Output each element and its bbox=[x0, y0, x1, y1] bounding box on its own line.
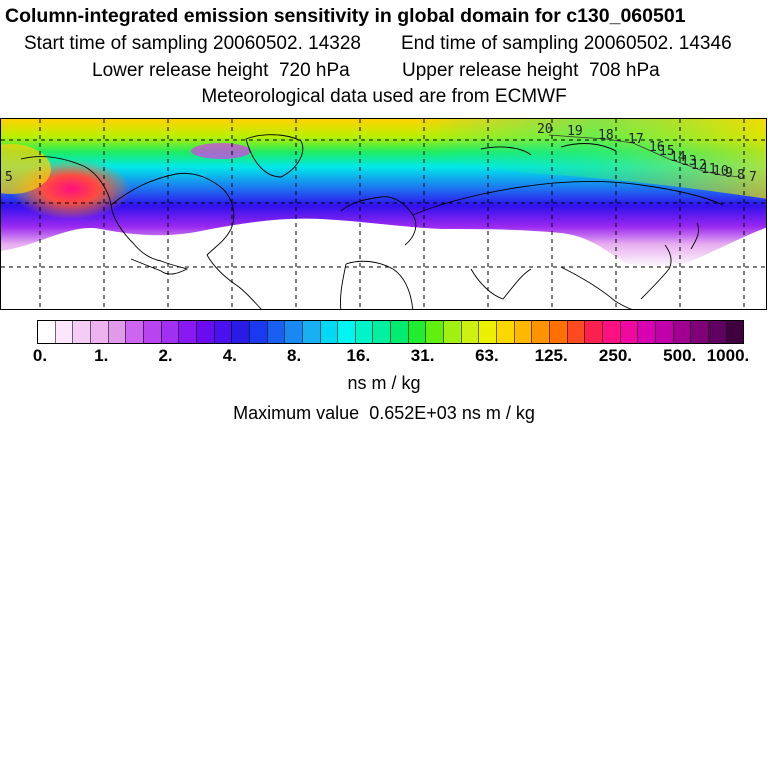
trajectory-label: 16 bbox=[649, 140, 665, 155]
colorbar-segment bbox=[178, 321, 196, 343]
colorbar-segment bbox=[125, 321, 143, 343]
maximum-value-line: Maximum value 0.652E+03 ns m / kg bbox=[0, 403, 768, 424]
colorbar-tick-label: 8. bbox=[286, 346, 302, 365]
colorbar-segment bbox=[89, 321, 108, 343]
colorbar-segment bbox=[38, 321, 55, 343]
colorbar-tick-label: 31. bbox=[410, 346, 435, 365]
colorbar-segment bbox=[354, 321, 373, 343]
end-time-value: 20060502. 14346 bbox=[583, 33, 732, 54]
colorbar-segment bbox=[549, 321, 567, 343]
plot-title: Column-integrated emission sensitivity i… bbox=[5, 5, 686, 27]
colorbar bbox=[37, 320, 744, 344]
colorbar-tick-label: 0. bbox=[32, 346, 48, 365]
colorbar-segment bbox=[248, 321, 267, 343]
colorbar-segment bbox=[160, 321, 179, 343]
met-data-line: Meteorological data used are from ECMWF bbox=[201, 86, 567, 107]
colorbar-segment bbox=[425, 321, 444, 343]
colorbar-segment bbox=[460, 321, 479, 343]
start-time-label: Start time of sampling 20060502. 14328 bbox=[24, 33, 361, 54]
colorbar-segment bbox=[584, 321, 602, 343]
upper-release-label: Upper release height 708 hPa bbox=[402, 60, 660, 81]
sensitivity-arctic-patch bbox=[191, 143, 251, 159]
trajectory-label: 11 bbox=[701, 162, 717, 177]
trajectory-label: 10 bbox=[713, 164, 729, 179]
trajectory-label: 9 bbox=[725, 166, 733, 181]
colorbar-segment bbox=[407, 321, 426, 343]
trajectory-label: 12 bbox=[691, 158, 707, 173]
colorbar-segment bbox=[301, 321, 320, 343]
colorbar-segment bbox=[531, 321, 550, 343]
trajectory-label: 5 bbox=[5, 170, 13, 185]
map-gridlines bbox=[1, 119, 766, 309]
trajectory-label: 8 bbox=[737, 168, 745, 183]
colorbar-tick-label: 2. bbox=[158, 346, 173, 365]
colorbar-segment bbox=[142, 321, 161, 343]
max-value-units: ns m / kg bbox=[461, 403, 535, 423]
colorbar-segment bbox=[672, 321, 691, 343]
colorbar-tick-label: 1. bbox=[94, 346, 109, 365]
colorbar-segment bbox=[602, 321, 620, 343]
max-value: 0.652E+03 bbox=[369, 403, 457, 423]
colorbar-units: ns m / kg bbox=[347, 373, 421, 393]
colorbar-segment bbox=[707, 321, 726, 343]
colorbar-tick-label: 4. bbox=[222, 346, 237, 365]
max-value-label: Maximum value bbox=[233, 403, 360, 423]
trajectory-label: 7 bbox=[749, 170, 757, 185]
lower-release-value: 720 hPa bbox=[278, 60, 350, 81]
colorbar-segment bbox=[266, 321, 285, 343]
colorbar-segment bbox=[213, 321, 232, 343]
colorbar-segment bbox=[319, 321, 338, 343]
coastlines bbox=[20, 134, 724, 309]
end-time-label: End time of sampling 20060502. 14346 bbox=[401, 33, 732, 54]
colorbar-segment bbox=[725, 321, 744, 343]
colorbar-segment bbox=[107, 321, 126, 343]
colorbar-segment bbox=[390, 321, 408, 343]
lower-release-label: Lower release height 720 hPa bbox=[92, 60, 350, 81]
colorbar-segment bbox=[690, 321, 708, 343]
start-time-value: 20060502. 14328 bbox=[213, 33, 361, 54]
colorbar-segment bbox=[619, 321, 638, 343]
trajectory-label: 17 bbox=[628, 132, 644, 147]
sensitivity-map: 20 19 18 17 16 15 14 13 12 11 10 9 8 7 5 bbox=[0, 118, 767, 310]
colorbar-segment bbox=[496, 321, 514, 343]
colorbar-segment bbox=[637, 321, 655, 343]
colorbar-segment bbox=[54, 321, 73, 343]
trajectory-label: 14 bbox=[670, 150, 686, 165]
colorbar-tick-label: 16. bbox=[346, 346, 371, 365]
trajectory-label: 20 bbox=[537, 122, 553, 137]
colorbar-tick-label: 500. bbox=[663, 346, 697, 365]
colorbar-segment bbox=[566, 321, 585, 343]
trajectory-label: 15 bbox=[659, 144, 675, 159]
colorbar-segment bbox=[513, 321, 532, 343]
colorbar-segment bbox=[443, 321, 461, 343]
colorbar-segment bbox=[372, 321, 391, 343]
colorbar-segment bbox=[337, 321, 355, 343]
trajectory-line bbox=[548, 134, 742, 178]
colorbar-segment bbox=[284, 321, 302, 343]
colorbar-tick-label: 125. bbox=[534, 346, 568, 365]
trajectory-label: 18 bbox=[598, 128, 614, 143]
colorbar-tick-label: 63. bbox=[475, 346, 499, 365]
colorbar-segment bbox=[231, 321, 249, 343]
colorbar-segment bbox=[478, 321, 497, 343]
colorbar-segment bbox=[195, 321, 214, 343]
upper-release-value: 708 hPa bbox=[588, 60, 660, 81]
colorbar-tick-label: 1000. bbox=[706, 346, 750, 365]
trajectory-label: 19 bbox=[567, 124, 583, 139]
trajectory-label: 13 bbox=[681, 154, 697, 169]
colorbar-segment bbox=[72, 321, 90, 343]
colorbar-segment bbox=[654, 321, 673, 343]
colorbar-tick-label: 250. bbox=[598, 346, 632, 365]
